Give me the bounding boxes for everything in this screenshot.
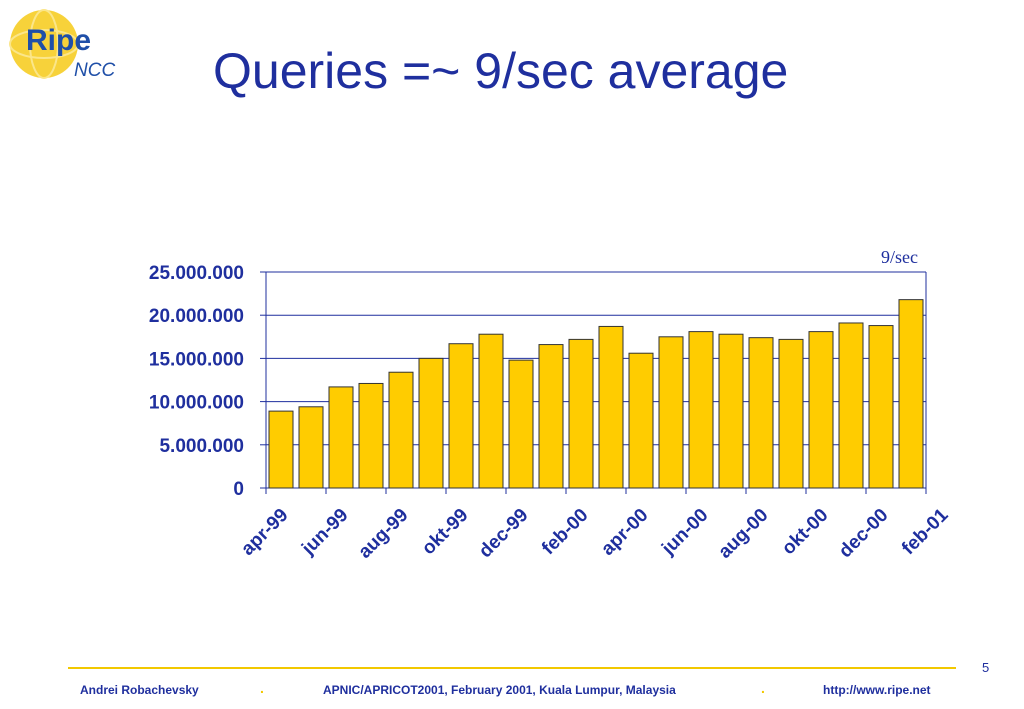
footer-separator-2: . <box>761 680 765 696</box>
footer-url[interactable]: http://www.ripe.net <box>823 683 931 697</box>
y-tick-label: 20.000.000 <box>149 306 244 327</box>
x-tick-label: apr-00 <box>597 505 652 560</box>
x-tick-label: okt-00 <box>778 505 832 559</box>
annotation-label: 9/sec <box>881 247 918 267</box>
bar <box>658 336 684 489</box>
bar <box>808 331 834 489</box>
bar <box>868 325 894 489</box>
y-tick-label: 15.000.000 <box>149 349 244 370</box>
globe-icon <box>10 10 78 78</box>
footer-separator-1: . <box>260 680 264 696</box>
bar <box>598 325 624 489</box>
x-tick-label: aug-99 <box>354 505 412 563</box>
bar <box>748 337 774 489</box>
x-tick-label: apr-99 <box>237 505 292 560</box>
ripe-ncc-logo: Ripe NCC <box>9 9 115 81</box>
logo-text-main: Ripe <box>26 24 91 57</box>
x-tick-label: dec-99 <box>475 505 532 562</box>
logo-text-sub: NCC <box>74 60 115 81</box>
y-tick-label: 25.000.000 <box>149 263 244 284</box>
bar <box>628 352 654 489</box>
bar <box>478 333 504 489</box>
page-title: Queries =~ 9/sec average <box>213 43 789 99</box>
bar <box>718 333 744 489</box>
x-tick-label: dec-00 <box>835 505 892 562</box>
footer-event: APNIC/APRICOT2001, February 2001, Kuala … <box>323 683 676 697</box>
x-tick-label: aug-00 <box>714 505 772 563</box>
bar <box>328 386 354 489</box>
bar <box>838 322 864 489</box>
footer-author: Andrei Robachevsky <box>80 683 199 697</box>
bar <box>268 410 294 489</box>
y-tick-label: 5.000.000 <box>159 436 244 457</box>
bar <box>538 344 564 489</box>
bar <box>898 299 924 489</box>
bar <box>688 331 714 489</box>
bar <box>298 406 324 489</box>
bar <box>448 343 474 489</box>
bar <box>568 338 594 489</box>
page-number: 5 <box>982 660 990 675</box>
bar <box>778 338 804 489</box>
y-tick-label: 0 <box>233 479 244 500</box>
x-tick-label: feb-00 <box>538 505 592 559</box>
bar <box>508 359 534 489</box>
footer-divider <box>68 667 956 669</box>
y-tick-label: 10.000.000 <box>149 393 244 414</box>
bar <box>388 371 414 489</box>
x-tick-label: jun-00 <box>657 505 712 560</box>
bar <box>358 382 384 489</box>
x-tick-label: okt-99 <box>418 505 472 559</box>
bar <box>418 357 444 489</box>
x-tick-label: jun-99 <box>297 505 352 560</box>
x-tick-label: feb-01 <box>898 504 953 559</box>
